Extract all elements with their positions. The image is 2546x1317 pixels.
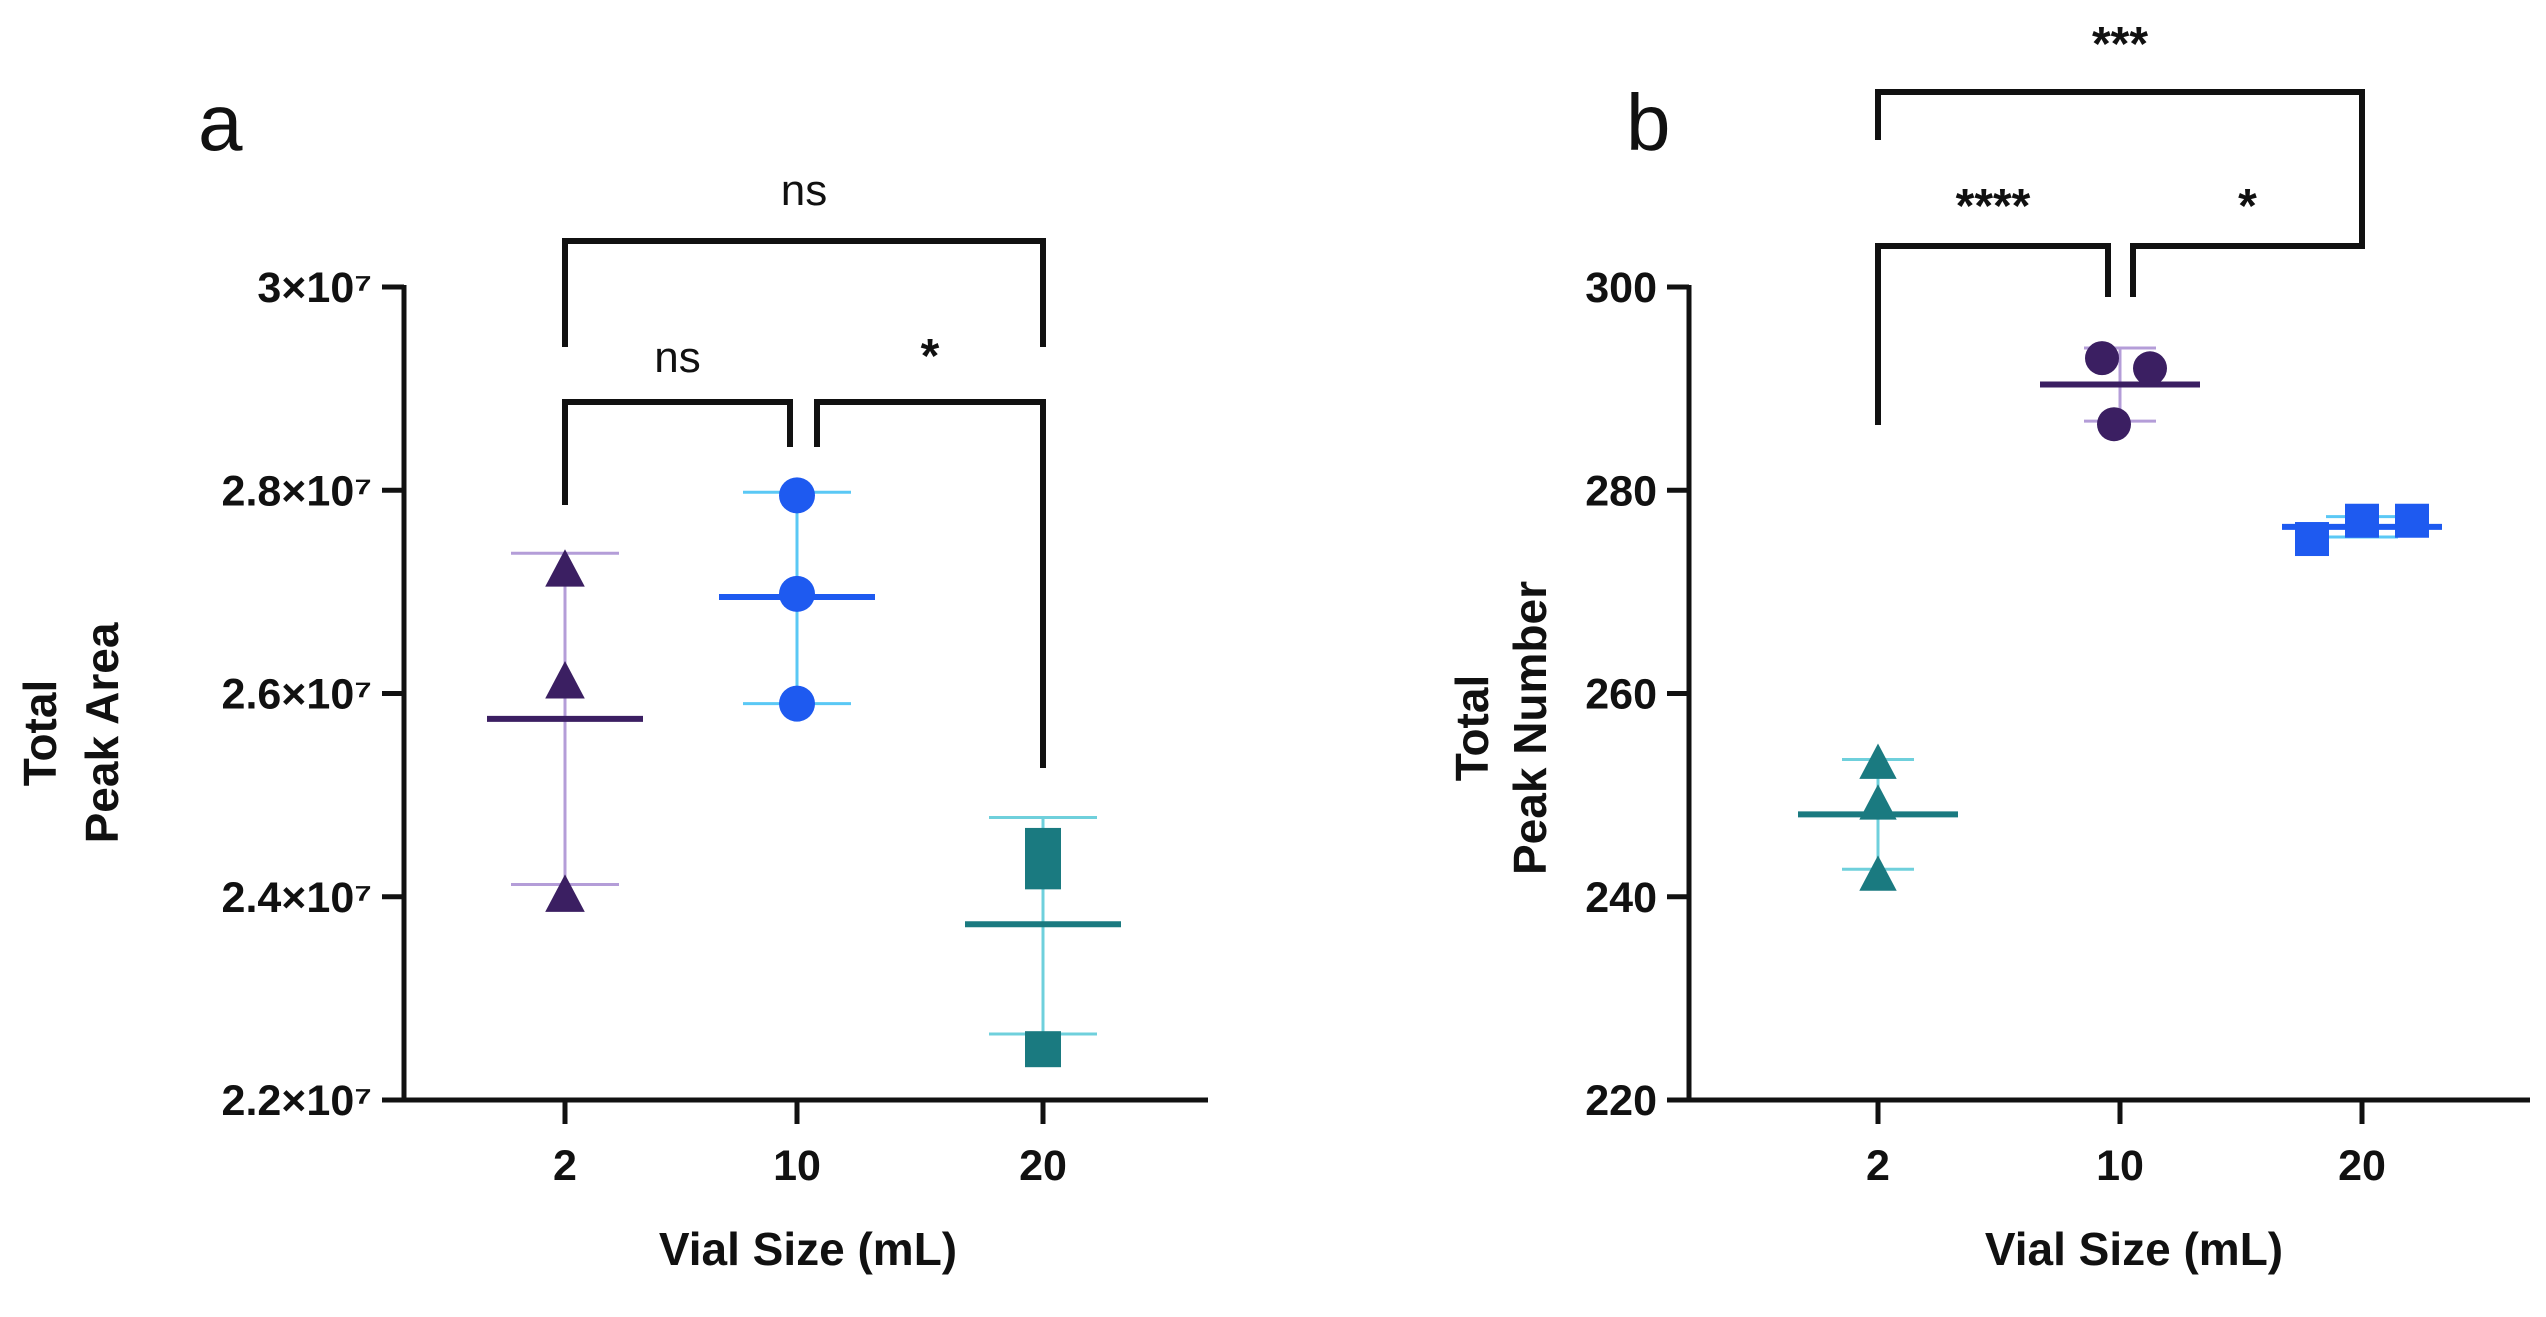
significance-label: * [921, 330, 940, 383]
x-tick-label: 2 [1866, 1142, 1890, 1190]
y-tick-label: 2.8×10⁷ [222, 467, 372, 515]
y-tick-label: 260 [1585, 671, 1657, 719]
significance-bracket [2130, 205, 2365, 297]
y-tick-label: 300 [1585, 264, 1657, 312]
significance-label: * [2238, 180, 2257, 233]
x-tick-label: 20 [1019, 1142, 1067, 1190]
panel-b: b Vial Size (mL) Total Peak Number 22024… [1446, 18, 2530, 1275]
y-tick-label: 2.4×10⁷ [222, 874, 372, 922]
significance-label: *** [2092, 18, 2148, 71]
data-point-circle [2133, 351, 2167, 386]
data-point-square [2395, 503, 2429, 538]
panel-a-x-axis-label: Vial Size (mL) [659, 1223, 957, 1275]
panel-a: a Vial Size (mL) Total Peak Area 2.2×10⁷… [14, 78, 1208, 1275]
y-tick-label: 2.6×10⁷ [222, 671, 372, 719]
data-point-circle [2097, 407, 2131, 442]
data-point-square [2345, 503, 2379, 538]
x-tick-label: 10 [2096, 1142, 2144, 1190]
significance-bracket [1875, 243, 2111, 425]
significance-label: ns [781, 166, 827, 215]
y-tick-label: 240 [1585, 874, 1657, 922]
data-point-circle [779, 575, 815, 612]
data-point-square [1025, 853, 1061, 890]
data-point-circle [2085, 341, 2119, 376]
panel-b-y-axis-label-line2: Peak Number [1504, 581, 1556, 875]
panel-a-letter: a [198, 78, 243, 167]
data-point-triangle [545, 549, 585, 587]
y-tick-label: 3×10⁷ [257, 264, 372, 312]
panel-a-y-axis-label-line1: Total [14, 680, 66, 786]
significance-bracket [562, 399, 793, 505]
significance-bracket [562, 238, 1046, 347]
significance-bracket [1875, 89, 2365, 205]
x-tick-label: 10 [773, 1142, 821, 1190]
data-point-triangle [1859, 784, 1897, 820]
data-point-circle [779, 477, 815, 514]
data-point-circle [779, 685, 815, 722]
data-point-triangle [1859, 855, 1897, 891]
x-tick-label: 20 [2338, 1142, 2386, 1190]
panel-b-letter: b [1626, 78, 1671, 167]
panel-b-y-axis-label-line1: Total [1446, 675, 1498, 781]
panel-a-y-axis-label-line2: Peak Area [76, 622, 128, 843]
y-tick-label: 2.2×10⁷ [222, 1077, 372, 1125]
significance-bracket [814, 399, 1046, 768]
data-point-triangle [1859, 743, 1897, 779]
y-tick-label: 280 [1585, 467, 1657, 515]
data-point-triangle [545, 661, 585, 699]
y-tick-label: 220 [1585, 1077, 1657, 1125]
significance-label: ns [654, 333, 700, 382]
x-tick-label: 2 [553, 1142, 577, 1190]
data-point-square [1025, 1031, 1061, 1068]
data-point-triangle [545, 874, 585, 912]
panel-b-x-axis-label: Vial Size (mL) [1985, 1223, 2283, 1275]
significance-label: **** [1956, 180, 2031, 233]
